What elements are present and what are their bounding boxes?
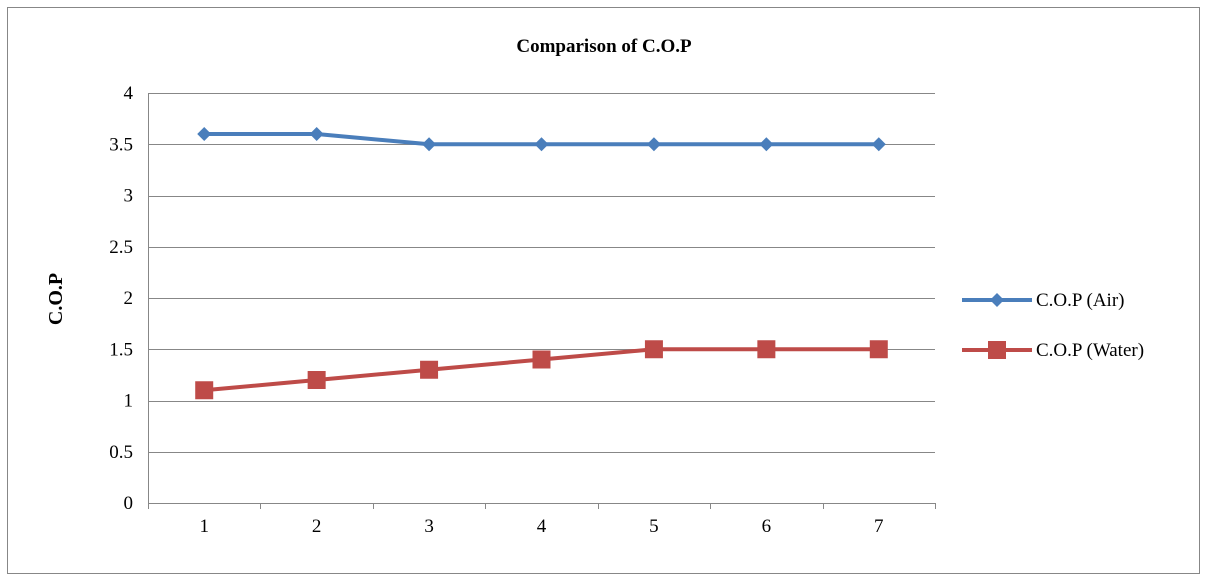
y-tick-label: 3 [124, 186, 134, 207]
data-point [309, 127, 324, 141]
data-point [644, 340, 663, 359]
legend-entry: C.O.P (Air) [962, 290, 1125, 311]
data-point [759, 137, 774, 152]
data-point [757, 340, 776, 359]
x-tick-label: 5 [649, 516, 659, 537]
square-marker-icon [988, 341, 1006, 359]
series-lines [195, 127, 888, 400]
series-1 [197, 127, 886, 152]
data-point [197, 127, 212, 141]
y-tick-label: 1.5 [109, 339, 133, 360]
x-tick-label: 6 [762, 516, 772, 537]
y-axis-title: C.O.P [45, 273, 67, 325]
data-point [307, 371, 326, 389]
chart-frame [7, 7, 1200, 574]
axes [148, 93, 936, 509]
y-tick-label: 3.5 [109, 134, 133, 155]
data-point [871, 137, 886, 152]
y-tick-label: 0 [124, 493, 134, 514]
x-tick-label: 1 [199, 516, 209, 537]
y-tick-label: 2 [124, 288, 134, 309]
data-point [646, 137, 661, 152]
x-tick-labels: 1 2 3 4 5 6 7 [199, 516, 883, 537]
y-tick-labels: 0 0.5 1 1.5 2 2.5 3 3.5 4 [109, 83, 133, 514]
series-2 [195, 340, 888, 400]
x-tick-label: 7 [874, 516, 884, 537]
legend-label: C.O.P (Air) [1036, 290, 1125, 311]
x-tick-label: 3 [424, 516, 434, 537]
data-point [422, 137, 437, 152]
data-point [532, 350, 551, 369]
y-tick-label: 1 [124, 391, 134, 412]
y-tick-label: 0.5 [109, 442, 133, 463]
y-tick-label: 2.5 [109, 237, 133, 258]
legend: C.O.P (Air) C.O.P (Water) [962, 290, 1144, 361]
diamond-marker-icon [990, 293, 1004, 307]
x-tick-label: 4 [537, 516, 547, 537]
legend-entry: C.O.P (Water) [962, 340, 1144, 361]
data-point [420, 360, 439, 379]
legend-label: C.O.P (Water) [1036, 340, 1144, 361]
y-tick-label: 4 [124, 83, 134, 104]
data-point [534, 137, 549, 152]
data-point [195, 381, 214, 400]
x-tick-label: 2 [312, 516, 322, 537]
data-point [869, 340, 888, 359]
chart-title: Comparison of C.O.P [516, 36, 692, 57]
